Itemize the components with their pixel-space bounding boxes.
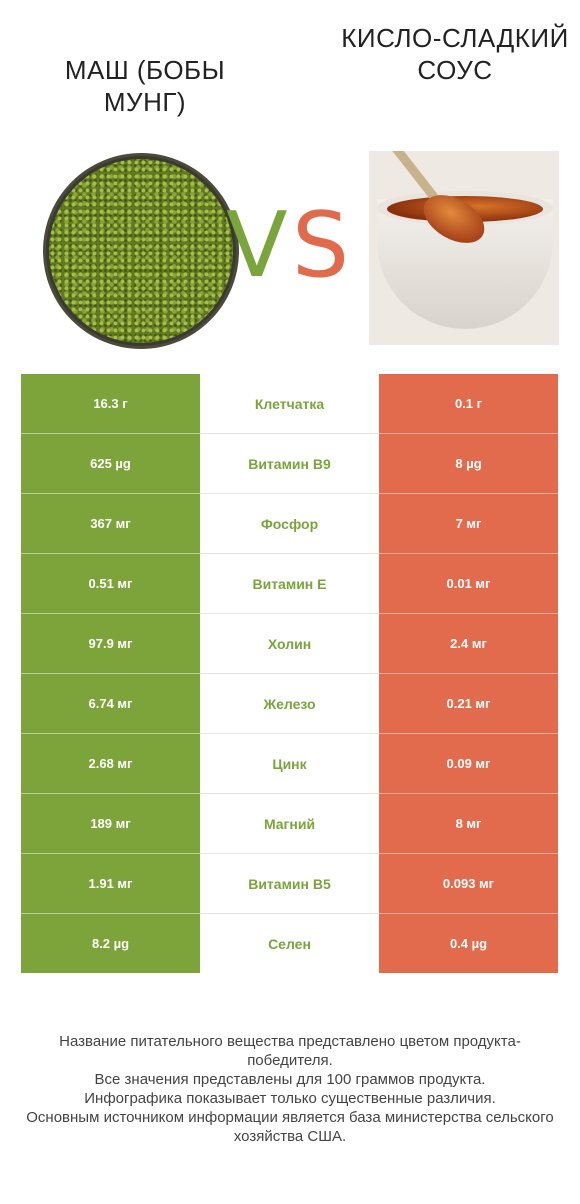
footer-notes: Название питательного вещества представл… — [20, 1032, 560, 1146]
footer-line: Все значения представлены для 100 граммо… — [94, 1071, 486, 1088]
nutrient-name-cell: Магний — [200, 794, 379, 853]
table-row: 2.68 мг Цинк 0.09 мг — [21, 734, 558, 794]
left-product-title: МАШ (БОБЫ МУНГ) — [64, 55, 226, 117]
nutrient-name-cell: Фосфор — [200, 494, 379, 553]
nutrient-name-cell: Железо — [200, 674, 379, 733]
right-product-title: КИСЛО-СЛАДКИЙ СОУС — [341, 23, 569, 85]
nutrient-name-cell: Цинк — [200, 734, 379, 793]
footer-line: Название питательного вещества представл… — [59, 1033, 521, 1069]
right-value-cell: 2.4 мг — [379, 614, 558, 673]
right-value-cell: 7 мг — [379, 494, 558, 553]
sweet-sour-sauce-image — [369, 151, 559, 345]
left-value-cell: 367 мг — [21, 494, 200, 553]
table-row: 97.9 мг Холин 2.4 мг — [21, 614, 558, 674]
table-row: 8.2 µg Селен 0.4 µg — [21, 914, 558, 974]
right-value-cell: 0.1 г — [379, 374, 558, 433]
mung-beans-image — [43, 153, 239, 349]
left-value-cell: 97.9 мг — [21, 614, 200, 673]
left-value-cell: 8.2 µg — [21, 914, 200, 973]
right-value-cell: 8 µg — [379, 434, 558, 493]
left-value-cell: 1.91 мг — [21, 854, 200, 913]
table-row: 0.51 мг Витамин E 0.01 мг — [21, 554, 558, 614]
left-value-cell: 16.3 г — [21, 374, 200, 433]
table-row: 16.3 г Клетчатка 0.1 г — [21, 374, 558, 434]
left-value-cell: 625 µg — [21, 434, 200, 493]
vs-letter-v: V — [226, 193, 288, 298]
left-value-cell: 0.51 мг — [21, 554, 200, 613]
left-value-cell: 6.74 мг — [21, 674, 200, 733]
right-value-cell: 0.09 мг — [379, 734, 558, 793]
right-value-cell: 0.21 мг — [379, 674, 558, 733]
table-row: 625 µg Витамин B9 8 µg — [21, 434, 558, 494]
footer-line: Инфографика показывает только существенн… — [84, 1090, 496, 1107]
table-row: 189 мг Магний 8 мг — [21, 794, 558, 854]
nutrient-name-cell: Витамин E — [200, 554, 379, 613]
left-value-cell: 2.68 мг — [21, 734, 200, 793]
table-row: 6.74 мг Железо 0.21 мг — [21, 674, 558, 734]
nutrient-name-cell: Селен — [200, 914, 379, 973]
vs-letter-s: S — [292, 193, 350, 298]
right-value-cell: 0.093 мг — [379, 854, 558, 913]
right-value-cell: 0.4 µg — [379, 914, 558, 973]
comparison-table: 16.3 г Клетчатка 0.1 г 625 µg Витамин B9… — [21, 374, 558, 974]
nutrient-name-cell: Клетчатка — [200, 374, 379, 433]
nutrient-name-cell: Холин — [200, 614, 379, 673]
right-value-cell: 8 мг — [379, 794, 558, 853]
table-row: 1.91 мг Витамин B5 0.093 мг — [21, 854, 558, 914]
footer-line: Основным источником информации является … — [26, 1109, 554, 1145]
table-row: 367 мг Фосфор 7 мг — [21, 494, 558, 554]
left-value-cell: 189 мг — [21, 794, 200, 853]
nutrient-name-cell: Витамин B9 — [200, 434, 379, 493]
nutrient-name-cell: Витамин B5 — [200, 854, 379, 913]
right-value-cell: 0.01 мг — [379, 554, 558, 613]
